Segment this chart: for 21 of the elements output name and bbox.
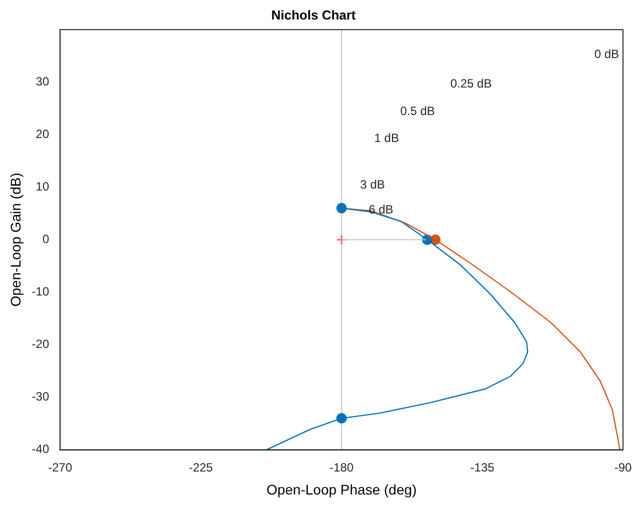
y-tick-label: 10 bbox=[36, 179, 50, 194]
y-tick-label: 20 bbox=[36, 126, 50, 141]
y-tick-label: 0 bbox=[42, 232, 50, 246]
x-tick-label: -270 bbox=[48, 460, 72, 474]
annotation: 3 dB bbox=[360, 177, 385, 192]
x-tick-label: -135 bbox=[470, 460, 495, 474]
y-tick-label: 30 bbox=[36, 74, 50, 88]
annotation: 0.5 dB bbox=[400, 104, 435, 118]
chart-title: Nichols Chart bbox=[271, 7, 356, 22]
y-tick-label: -30 bbox=[32, 390, 50, 404]
y-tick-label: -20 bbox=[32, 337, 50, 352]
x-tick-label: -180 bbox=[330, 460, 354, 474]
y-tick-label: -40 bbox=[32, 442, 50, 456]
x-axis-title: Open-Loop Phase (deg) bbox=[266, 481, 417, 498]
x-tick-label: -90 bbox=[614, 460, 632, 474]
y-tick-label: -10 bbox=[32, 284, 50, 299]
annotation: 0 dB bbox=[594, 47, 619, 62]
x-tick-label: -225 bbox=[188, 460, 214, 474]
annotation: 1 dB bbox=[374, 131, 399, 146]
y-axis-title: Open-Loop Gain (dB) bbox=[7, 172, 24, 307]
annotation: 0.25 dB bbox=[450, 76, 492, 91]
